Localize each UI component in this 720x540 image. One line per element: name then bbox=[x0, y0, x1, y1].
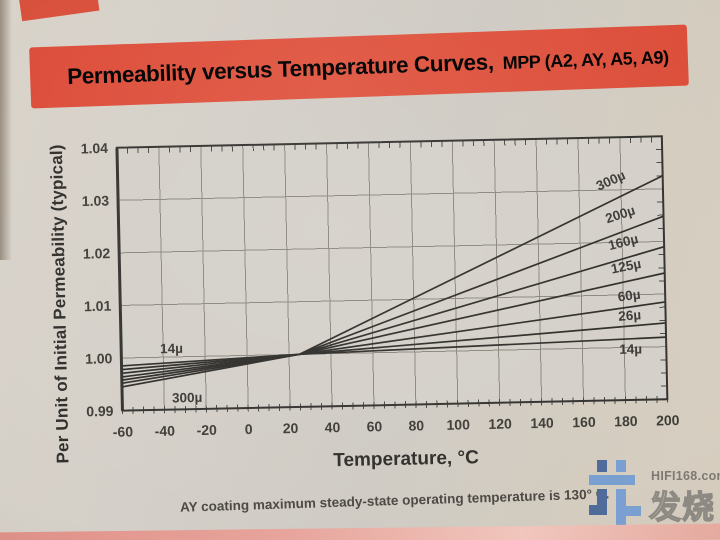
grid-x-40 bbox=[326, 143, 333, 407]
y-tick-label-1.03: 1.03 bbox=[82, 192, 110, 209]
series-label-160µ: 160µ bbox=[607, 231, 640, 253]
x-axis-title-text: Temperature, °C bbox=[333, 447, 479, 471]
grid-x-140 bbox=[535, 138, 543, 402]
chart-canvas: -60 -40 -20 0 20 40 60 80 100 120 140 160 180 200 0.99… bbox=[81, 135, 680, 471]
y-tick-labels: 0.99 1.00 1.01 1.02 1.03 1.04 bbox=[81, 140, 114, 420]
grid-x-120 bbox=[493, 139, 501, 403]
y-tick-label-1.02: 1.02 bbox=[83, 245, 111, 262]
hifi168-logo bbox=[589, 460, 641, 526]
grid-x-80 bbox=[409, 141, 417, 405]
x-tick-label-160: 160 bbox=[572, 414, 596, 430]
x-tick-label--60: -60 bbox=[113, 423, 134, 439]
x-tick-label-140: 140 bbox=[530, 415, 554, 431]
x-axis-title: Temperature, °C bbox=[333, 447, 479, 471]
x-tick-label-100: 100 bbox=[446, 416, 470, 432]
grid-x-60 bbox=[367, 142, 375, 406]
page-edge-shadow bbox=[0, 0, 12, 260]
series-lines bbox=[121, 174, 667, 388]
left-series-label-300µ: 300µ bbox=[172, 390, 203, 406]
grid-x-180 bbox=[619, 137, 626, 401]
x-tick-label-60: 60 bbox=[366, 418, 382, 434]
x-tick-labels: -60 -40 -20 0 20 40 60 80 100 120 140 160 180 200 bbox=[113, 412, 680, 440]
x-tick-label--20: -20 bbox=[196, 422, 217, 438]
x-tick-label-40: 40 bbox=[325, 419, 341, 435]
grid-x-20 bbox=[284, 144, 291, 408]
grid-y-1.02 bbox=[119, 240, 665, 254]
x-tick-label-120: 120 bbox=[488, 415, 512, 431]
y-tick-label-1.04: 1.04 bbox=[81, 140, 109, 157]
grid-x-100 bbox=[451, 140, 459, 404]
x-tick-label-80: 80 bbox=[408, 417, 424, 433]
x-tick-label-200: 200 bbox=[656, 412, 680, 428]
left-axis bbox=[115, 147, 124, 411]
series-label-14µ: 14µ bbox=[619, 341, 642, 356]
x-tick-label-0: 0 bbox=[245, 421, 253, 437]
grid-y-1.03 bbox=[118, 188, 663, 201]
x-tick-label--40: -40 bbox=[155, 423, 176, 439]
grid-x-160 bbox=[577, 138, 585, 401]
series-14µ bbox=[121, 336, 667, 367]
left-series-label-14µ: 14µ bbox=[160, 341, 183, 356]
x-tick-label-180: 180 bbox=[614, 413, 638, 429]
y-tick-label-1.01: 1.01 bbox=[84, 298, 112, 315]
grid-y-1.01 bbox=[120, 293, 666, 306]
watermark-chinese-text: 发烧网 bbox=[648, 488, 716, 540]
x-tick-label-20: 20 bbox=[283, 420, 299, 436]
series-label-26µ: 26µ bbox=[618, 307, 642, 324]
y-tick-label-1.00: 1.00 bbox=[85, 350, 113, 367]
y-tick-label-0.99: 0.99 bbox=[86, 403, 114, 420]
series-label-125µ: 125µ bbox=[610, 256, 643, 277]
watermark: HIFI168.com 发烧网 bbox=[589, 460, 720, 540]
plot-area bbox=[116, 136, 668, 411]
plot-frame bbox=[115, 135, 669, 412]
grid-y-1.00 bbox=[121, 346, 667, 359]
logo-glyph bbox=[589, 460, 641, 526]
watermark-site-text: HIFI168.com bbox=[651, 469, 720, 483]
series-label-60µ: 60µ bbox=[617, 287, 641, 305]
